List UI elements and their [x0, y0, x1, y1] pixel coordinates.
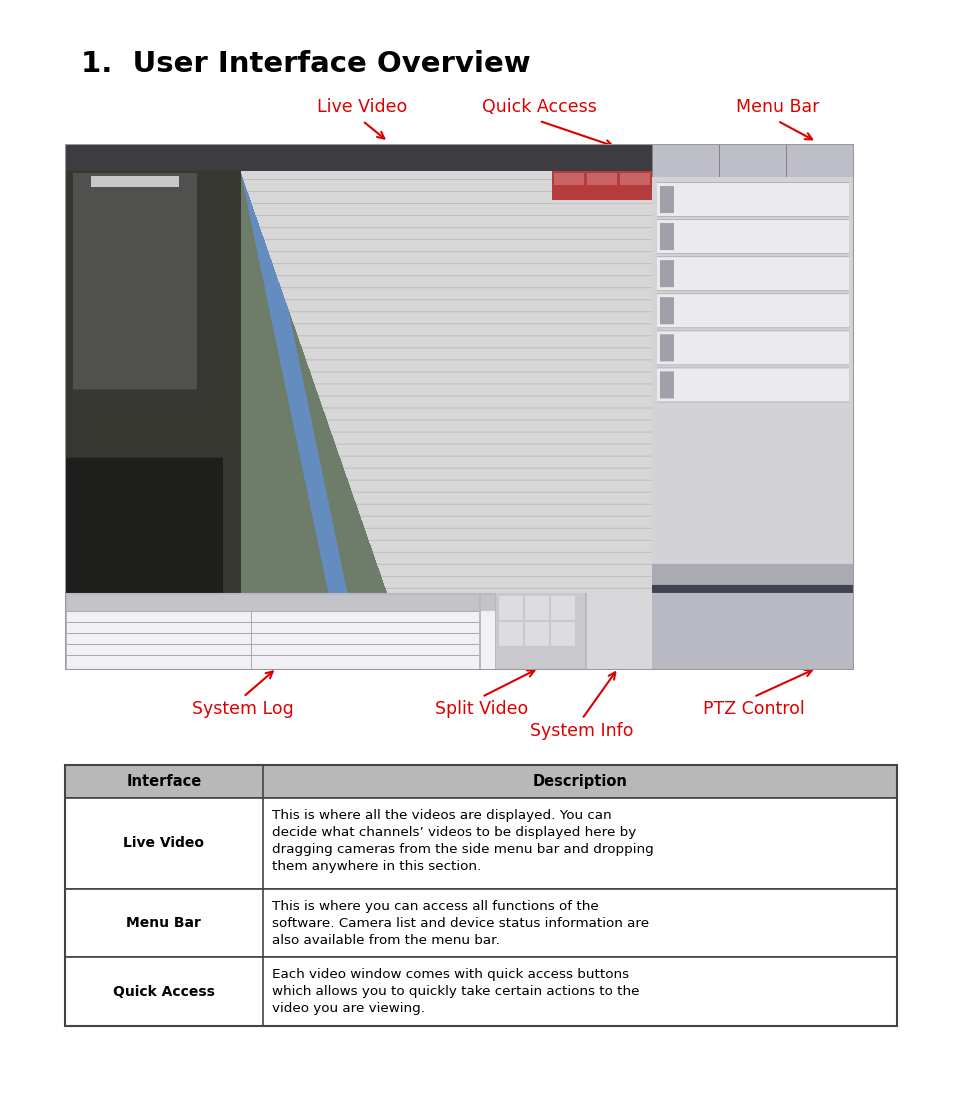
- Text: 1.  User Interface Overview: 1. User Interface Overview: [81, 50, 530, 78]
- Text: Quick Access: Quick Access: [112, 985, 214, 998]
- Bar: [65, 957, 896, 1026]
- Text: System Info: System Info: [530, 722, 633, 740]
- Bar: [65, 798, 896, 889]
- Text: This is where you can access all functions of the
software. Camera list and devi: This is where you can access all functio…: [273, 900, 649, 946]
- Bar: [65, 889, 896, 957]
- Text: Description: Description: [532, 773, 626, 789]
- Text: PTZ Control: PTZ Control: [702, 700, 803, 718]
- Bar: [65, 144, 853, 670]
- Text: Live Video: Live Video: [317, 99, 407, 116]
- Text: Menu Bar: Menu Bar: [735, 99, 819, 116]
- Text: Menu Bar: Menu Bar: [127, 916, 201, 930]
- Text: Interface: Interface: [126, 773, 201, 789]
- Text: Quick Access: Quick Access: [481, 99, 596, 116]
- Text: System Log: System Log: [193, 700, 294, 718]
- Text: Live Video: Live Video: [123, 837, 204, 850]
- Text: This is where all the videos are displayed. You can
decide what channels’ videos: This is where all the videos are display…: [273, 809, 654, 873]
- Bar: [65, 765, 896, 1026]
- Text: Each video window comes with quick access buttons
which allows you to quickly ta: Each video window comes with quick acces…: [273, 968, 639, 1015]
- Bar: [65, 765, 896, 798]
- Text: Split Video: Split Video: [435, 700, 528, 718]
